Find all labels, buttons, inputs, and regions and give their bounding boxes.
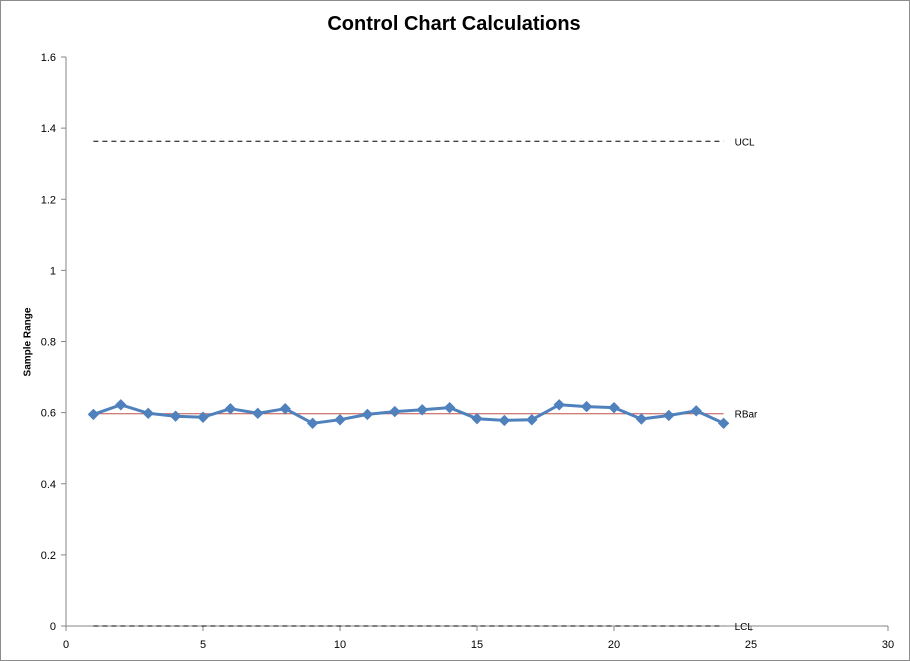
data-point xyxy=(416,404,428,416)
data-point xyxy=(169,410,182,422)
data-point xyxy=(224,403,237,415)
y-tick-label: 0.8 xyxy=(41,337,56,349)
data-point xyxy=(279,403,291,415)
x-tick-label: 25 xyxy=(745,639,757,651)
reference-label-lcl: LCL xyxy=(735,622,754,633)
data-point xyxy=(197,411,209,423)
y-tick-label: 1 xyxy=(50,265,56,277)
data-point xyxy=(663,409,675,422)
data-point xyxy=(690,405,702,417)
data-point xyxy=(87,408,100,421)
y-tick-label: 1.4 xyxy=(41,123,56,135)
y-tick-label: 0.6 xyxy=(41,408,56,420)
data-point xyxy=(361,408,374,421)
data-point xyxy=(334,414,346,426)
data-point xyxy=(635,413,648,425)
x-tick-label: 30 xyxy=(882,639,894,651)
reference-label-ucl: UCL xyxy=(735,137,755,148)
data-point xyxy=(526,414,538,426)
y-tick-label: 1.6 xyxy=(41,52,56,64)
data-point xyxy=(471,412,483,425)
data-point xyxy=(608,401,620,414)
chart-title: Control Chart Calculations xyxy=(327,13,581,35)
x-tick-label: 10 xyxy=(334,639,346,651)
data-point xyxy=(115,399,127,411)
x-tick-label: 20 xyxy=(608,639,620,651)
y-tick-label: 0.2 xyxy=(41,550,56,562)
reference-label-rbar: RBar xyxy=(735,410,758,421)
data-point xyxy=(252,407,264,420)
data-point xyxy=(142,407,154,420)
data-point xyxy=(717,417,730,430)
data-point xyxy=(389,405,401,418)
data-point xyxy=(553,399,565,411)
y-tick-label: 0 xyxy=(50,621,56,633)
y-tick-label: 1.2 xyxy=(41,194,56,206)
data-point xyxy=(306,417,319,430)
data-point xyxy=(580,400,593,413)
data-point xyxy=(498,414,511,427)
data-point xyxy=(443,401,456,414)
y-tick-label: 0.4 xyxy=(41,479,56,491)
x-tick-label: 5 xyxy=(200,639,206,651)
x-tick-label: 15 xyxy=(471,639,483,651)
x-tick-label: 0 xyxy=(63,639,69,651)
